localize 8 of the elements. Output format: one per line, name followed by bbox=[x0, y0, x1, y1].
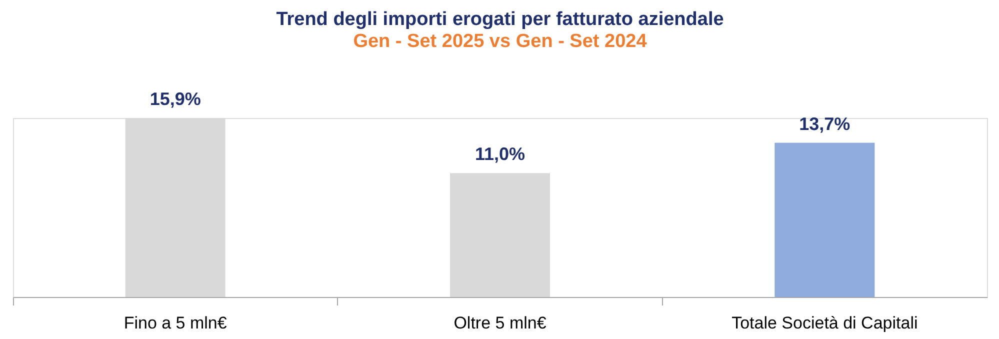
chart-subtitle: Gen - Set 2025 vs Gen - Set 2024 bbox=[353, 31, 648, 52]
x-tick-label: Oltre 5 mln€ bbox=[454, 314, 547, 332]
data-label: 13,7% bbox=[799, 114, 850, 134]
x-tick-label: Totale Società di Capitali bbox=[732, 314, 918, 332]
x-tick-label: Fino a 5 mln€ bbox=[124, 314, 228, 332]
data-label: 15,9% bbox=[150, 89, 201, 109]
data-label: 11,0% bbox=[474, 144, 526, 164]
chart-title: Trend degli importi erogati per fatturato aziendale bbox=[276, 9, 724, 30]
